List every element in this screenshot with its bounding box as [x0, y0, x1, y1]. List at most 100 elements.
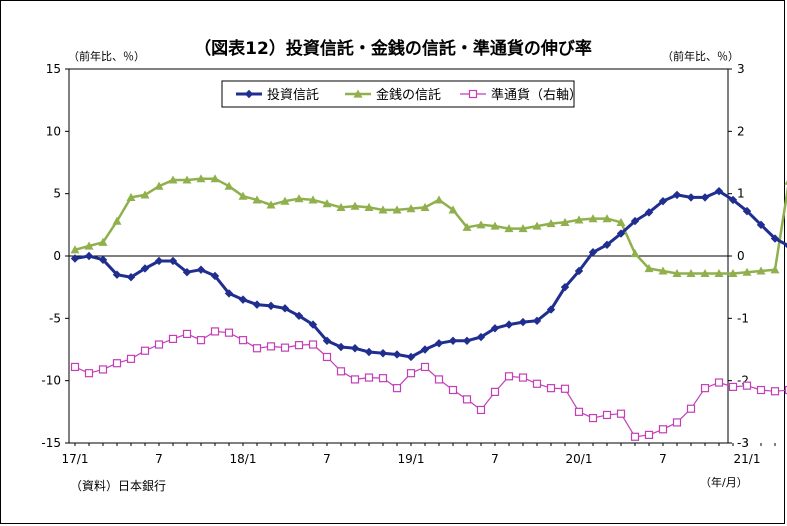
legend-label: 投資信託 [267, 87, 319, 103]
series-1-point [140, 264, 150, 273]
series-3-point [574, 407, 584, 416]
series-2-point [210, 174, 220, 183]
series-3-point [630, 432, 640, 441]
series-3-point [196, 336, 206, 345]
series-1-point [196, 265, 206, 274]
series-1-point [420, 345, 430, 354]
series-2-point [686, 268, 696, 278]
series-1-point [560, 282, 570, 292]
series-3-point [126, 354, 136, 363]
series-1-point [126, 272, 136, 282]
series-1-point [350, 344, 360, 353]
series-3-point [266, 342, 276, 351]
series-3-point [602, 410, 612, 420]
series-2-point [182, 175, 192, 184]
series-2-point [574, 215, 584, 224]
series-3-point [224, 328, 234, 337]
series-3-point [546, 384, 556, 393]
series-2-point [84, 241, 94, 250]
series-3-point [210, 327, 220, 336]
series-2-point [364, 202, 374, 211]
legend: 投資信託 金銭の信託 準通貨（右軸） [221, 80, 582, 108]
series-2-point [224, 181, 234, 190]
left-tick-label: -5 [49, 311, 61, 325]
series-1-point [448, 336, 458, 345]
series-1-point [182, 268, 192, 277]
series-1-point [588, 248, 598, 257]
x-tick-label: 21/1 [734, 452, 761, 466]
series-1-point [266, 301, 276, 311]
series-2-point [140, 190, 150, 199]
series-3-point [532, 379, 542, 388]
series-3-point [686, 404, 696, 413]
series-3-point [434, 375, 444, 384]
series-3-point [518, 373, 528, 382]
series-3-point [238, 336, 248, 345]
series-2-point [378, 205, 388, 214]
right-axis-unit: （前年比、％） [662, 49, 739, 63]
series-2-point [714, 268, 724, 278]
series-1-point [546, 305, 556, 314]
series-3-point [336, 367, 346, 376]
series-3-point [112, 359, 122, 368]
series-3-point [658, 425, 668, 434]
legend-box [221, 80, 575, 108]
series-layer [70, 174, 787, 441]
series-1-point [84, 251, 94, 261]
series-3-point [714, 378, 724, 387]
series-2-point [70, 245, 80, 254]
series-1-point [504, 320, 514, 329]
series-2-point [490, 221, 500, 230]
series-1-point [154, 256, 164, 266]
left-tick-label: 10 [46, 124, 61, 138]
series-2-point [112, 216, 122, 225]
series-2-point [336, 202, 346, 211]
series-3-point [98, 365, 108, 374]
left-tick-label: 15 [46, 62, 61, 76]
series-3-point [350, 375, 360, 384]
series-2-point [350, 201, 360, 210]
series-1-point [294, 311, 304, 321]
series-3-point [392, 384, 402, 393]
series-2-point [294, 194, 304, 203]
series-2-point [756, 266, 766, 275]
series-3-point [84, 369, 94, 378]
right-tick-label: 1 [737, 187, 745, 201]
series-3-point [448, 385, 458, 395]
legend-swatch-marker [468, 89, 478, 99]
right-tick-label: -2 [737, 374, 749, 388]
legend-items: 投資信託 金銭の信託 準通貨（右軸） [236, 87, 582, 103]
series-3-point [294, 341, 304, 350]
left-axis-unit: （前年比、％） [68, 49, 145, 63]
x-axis-unit: （年/月） [700, 475, 748, 489]
left-tick-label: 5 [53, 187, 61, 201]
series-1-point [518, 317, 528, 327]
right-tick-label: 3 [737, 62, 745, 76]
series-1-point [308, 320, 318, 329]
series-3-point [476, 405, 486, 415]
x-tick-label: 18/1 [230, 452, 257, 466]
series-2-point [126, 192, 136, 202]
series-3-point [322, 352, 332, 362]
x-tick-label: 7 [659, 452, 667, 466]
series-1-point [98, 255, 108, 264]
series-3-point [406, 369, 416, 378]
series-1-point [70, 254, 80, 263]
legend-label: 準通貨（右軸） [491, 87, 582, 103]
right-tick-label: -3 [737, 436, 749, 450]
series-1-point [406, 352, 416, 362]
series-2-point [252, 195, 262, 204]
series-1-point [672, 190, 682, 200]
series-1-point [490, 324, 500, 333]
series-3-point [728, 382, 738, 391]
series-1-point [770, 234, 780, 243]
series-2-point [560, 217, 570, 226]
series-3-point [644, 430, 654, 439]
series-1-point [462, 336, 472, 345]
series-1-point [658, 196, 668, 206]
series-1-point [574, 266, 584, 276]
series-1-point [364, 347, 374, 357]
